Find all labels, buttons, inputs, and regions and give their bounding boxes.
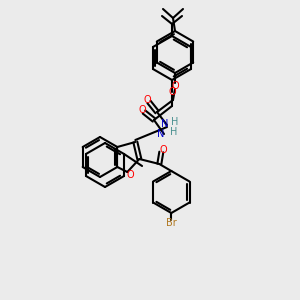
Text: O: O [138, 105, 146, 115]
Text: H: H [170, 127, 178, 137]
Text: O: O [127, 170, 134, 180]
Text: N: N [161, 119, 169, 129]
Text: Br: Br [166, 218, 177, 228]
Text: N: N [157, 129, 165, 139]
Text: H: H [171, 117, 179, 127]
Text: O: O [160, 145, 167, 155]
Text: O: O [171, 81, 179, 91]
Text: O: O [168, 87, 176, 97]
Text: O: O [143, 95, 151, 105]
